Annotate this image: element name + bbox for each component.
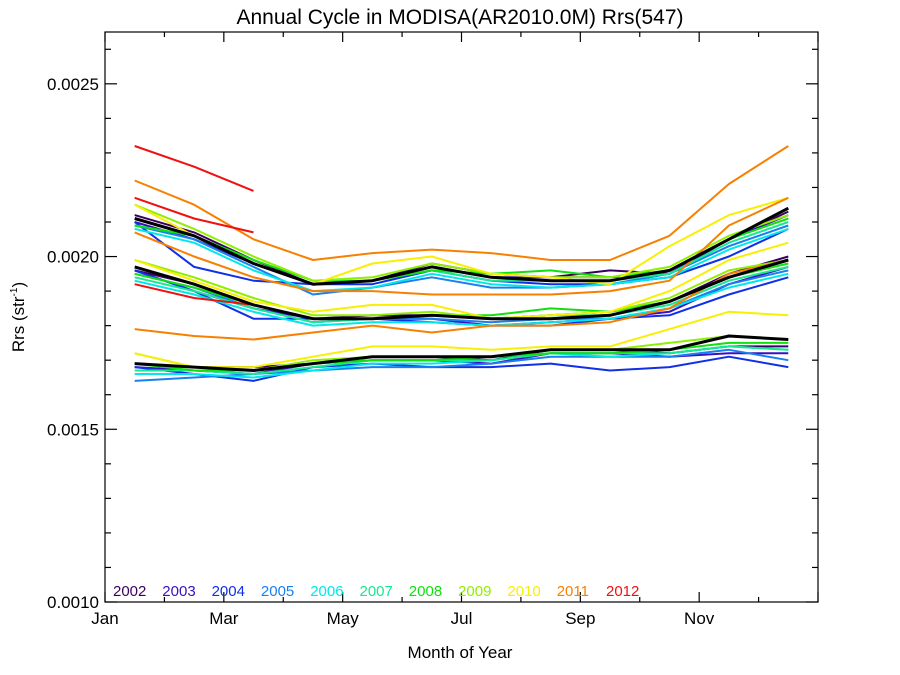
series-lines: [134, 145, 789, 382]
legend-entry-2007: 2007: [360, 583, 393, 600]
legend-entry-2011: 2011: [557, 583, 589, 600]
y-axis-label-superscript: -1: [9, 287, 20, 296]
legend-entry-2012: 2012: [606, 583, 639, 600]
series-2009-line-2: [134, 259, 789, 320]
x-tick-label: May: [327, 609, 360, 628]
y-axis-ticks: 0.0010 0.0015 0.0020 0.0025: [47, 48, 818, 612]
legend-entry-2002: 2002: [113, 583, 146, 600]
series-2011-line-2: [134, 196, 789, 296]
series-2006-line-2: [134, 272, 789, 327]
legend-entry-2010: 2010: [507, 583, 540, 600]
legend-entry-2008: 2008: [409, 583, 442, 600]
series-2004-line-3: [134, 355, 789, 382]
series-2012-line-1: [134, 145, 254, 192]
series-2011-line-1: [134, 145, 789, 261]
series-2012-line-3: [134, 283, 254, 306]
legend-entry-2003: 2003: [162, 583, 195, 600]
x-tick-label: Sep: [565, 609, 595, 628]
x-tick-label: Jul: [451, 609, 473, 628]
series-2011-line-3: [134, 259, 789, 341]
x-axis-ticks: Jan Mar May Jul Sep Nov: [91, 32, 819, 628]
y-axis-label-base: Rrs (str: [9, 296, 28, 352]
y-tick-label: 0.0025: [47, 75, 99, 94]
x-tick-label: Nov: [684, 609, 715, 628]
legend-entry-2006: 2006: [310, 583, 343, 600]
series-2012-line-2: [134, 196, 254, 234]
series-2009-line-1: [134, 203, 789, 282]
series-2010-line-3: [134, 310, 789, 369]
x-axis-label: Month of Year: [408, 643, 513, 662]
y-tick-label: 0.0010: [47, 593, 99, 612]
y-axis-label-close: ): [9, 282, 28, 288]
y-axis-label: Rrs (str-1): [9, 282, 28, 352]
series-2007-line-3: [134, 345, 789, 375]
series-2005-line-3: [134, 348, 789, 382]
chart-title: Annual Cycle in MODISA(AR2010.0M) Rrs(54…: [237, 6, 684, 29]
y-tick-label: 0.0020: [47, 248, 99, 267]
legend: 2002 2003 2004 2005 2006 2007 2008 2009 2010 2011…: [113, 583, 639, 600]
mean-line-3: [134, 334, 789, 372]
legend-entry-2009: 2009: [458, 583, 491, 600]
y-tick-label: 0.0015: [47, 420, 99, 439]
mean-line-1: [134, 206, 789, 286]
legend-entry-2004: 2004: [212, 583, 245, 600]
legend-entry-2005: 2005: [261, 583, 294, 600]
series-2010-line-2: [134, 241, 789, 320]
x-tick-label: Jan: [91, 609, 118, 628]
x-tick-label: Mar: [209, 609, 239, 628]
mean-line-2: [134, 258, 789, 321]
